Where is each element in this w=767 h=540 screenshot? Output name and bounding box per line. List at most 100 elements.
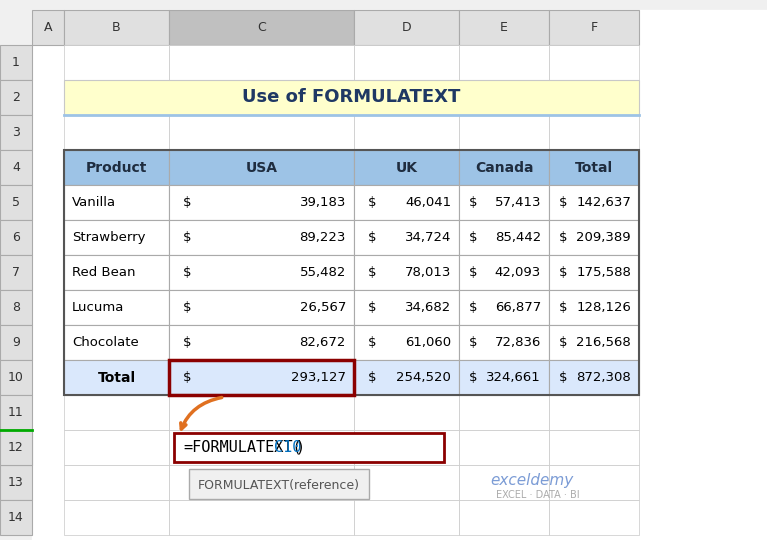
Bar (169, 115, 354, 150)
Text: $: $ (368, 196, 377, 209)
Text: $: $ (183, 301, 192, 314)
Bar (64, 80, 639, 115)
Bar (459, 255, 549, 290)
Bar (549, 45, 639, 80)
Text: Chocolate: Chocolate (72, 336, 139, 349)
Bar (354, 325, 459, 360)
Bar (459, 290, 549, 325)
Bar (459, 80, 549, 115)
Text: A: A (44, 21, 52, 34)
Bar (549, 325, 639, 360)
Text: 46,041: 46,041 (405, 196, 451, 209)
Bar (549, 430, 639, 465)
Text: C10: C10 (274, 440, 301, 455)
Bar (459, 360, 549, 395)
Text: =FORMULATEXT(: =FORMULATEXT( (183, 440, 301, 455)
Bar (354, 290, 459, 325)
Bar (354, 220, 459, 255)
Text: 42,093: 42,093 (495, 266, 541, 279)
Bar (64, 80, 169, 115)
Text: $: $ (183, 196, 192, 209)
Text: 11: 11 (8, 406, 24, 419)
Bar (459, 115, 549, 150)
Text: EXCEL · DATA · BI: EXCEL · DATA · BI (496, 490, 580, 500)
Bar (64, 500, 169, 535)
Bar (354, 255, 459, 290)
Text: 72,836: 72,836 (495, 336, 541, 349)
Text: 10: 10 (8, 371, 24, 384)
Text: $: $ (368, 336, 377, 349)
Text: ): ) (295, 440, 304, 455)
Bar (459, 290, 549, 325)
Text: Total: Total (575, 160, 613, 174)
Bar (64, 150, 169, 185)
Text: 128,126: 128,126 (576, 301, 631, 314)
Text: $: $ (368, 266, 377, 279)
Bar (549, 255, 639, 290)
Text: 3: 3 (12, 126, 20, 139)
Bar (64, 325, 169, 360)
Bar (169, 360, 354, 395)
Bar (0, 220, 32, 255)
Text: 4: 4 (12, 161, 20, 174)
Text: C: C (257, 21, 266, 34)
Text: 89,223: 89,223 (300, 231, 346, 244)
Bar (169, 185, 354, 220)
Text: E: E (500, 21, 508, 34)
Text: 55,482: 55,482 (300, 266, 346, 279)
Bar (0, 290, 32, 325)
Text: UK: UK (396, 160, 417, 174)
Text: $: $ (469, 231, 478, 244)
Bar (169, 255, 354, 290)
Bar (169, 430, 354, 465)
Bar (169, 255, 354, 290)
Bar (549, 255, 639, 290)
Text: 254,520: 254,520 (396, 371, 451, 384)
Text: B: B (112, 21, 121, 34)
Bar (64, 325, 169, 360)
Bar (549, 115, 639, 150)
Bar (64, 360, 169, 395)
Bar (64, 395, 169, 430)
Bar (0, 80, 32, 115)
Bar (459, 325, 549, 360)
Bar (459, 430, 549, 465)
FancyBboxPatch shape (189, 469, 369, 498)
Bar (0, 430, 32, 465)
Text: Red Bean: Red Bean (72, 266, 136, 279)
Bar (0, 430, 32, 465)
Bar (549, 150, 639, 185)
Text: 61,060: 61,060 (405, 336, 451, 349)
Text: $: $ (559, 231, 568, 244)
Bar (169, 45, 354, 80)
Bar (0, 325, 32, 360)
Bar (549, 500, 639, 535)
Text: exceldemy: exceldemy (490, 474, 573, 489)
Bar (64, 185, 169, 220)
Text: $: $ (559, 371, 568, 384)
Bar (0, 465, 32, 500)
Bar (549, 360, 639, 395)
Bar (169, 395, 354, 430)
Bar (354, 220, 459, 255)
Bar (354, 80, 459, 115)
Bar (0, 360, 32, 395)
Bar (169, 465, 354, 500)
Text: 82,672: 82,672 (300, 336, 346, 349)
Bar (169, 325, 354, 360)
Text: $: $ (469, 266, 478, 279)
Bar (549, 80, 639, 115)
Bar (169, 290, 354, 325)
Text: $: $ (469, 336, 478, 349)
Bar (0, 150, 32, 185)
Bar (64, 465, 169, 500)
Bar (549, 10, 639, 45)
Text: 39,183: 39,183 (300, 196, 346, 209)
Bar (354, 150, 459, 185)
Text: Total: Total (97, 370, 136, 384)
Bar (354, 430, 459, 465)
Text: 293,127: 293,127 (291, 371, 346, 384)
Bar (549, 185, 639, 220)
Text: $: $ (559, 336, 568, 349)
Text: $: $ (183, 231, 192, 244)
